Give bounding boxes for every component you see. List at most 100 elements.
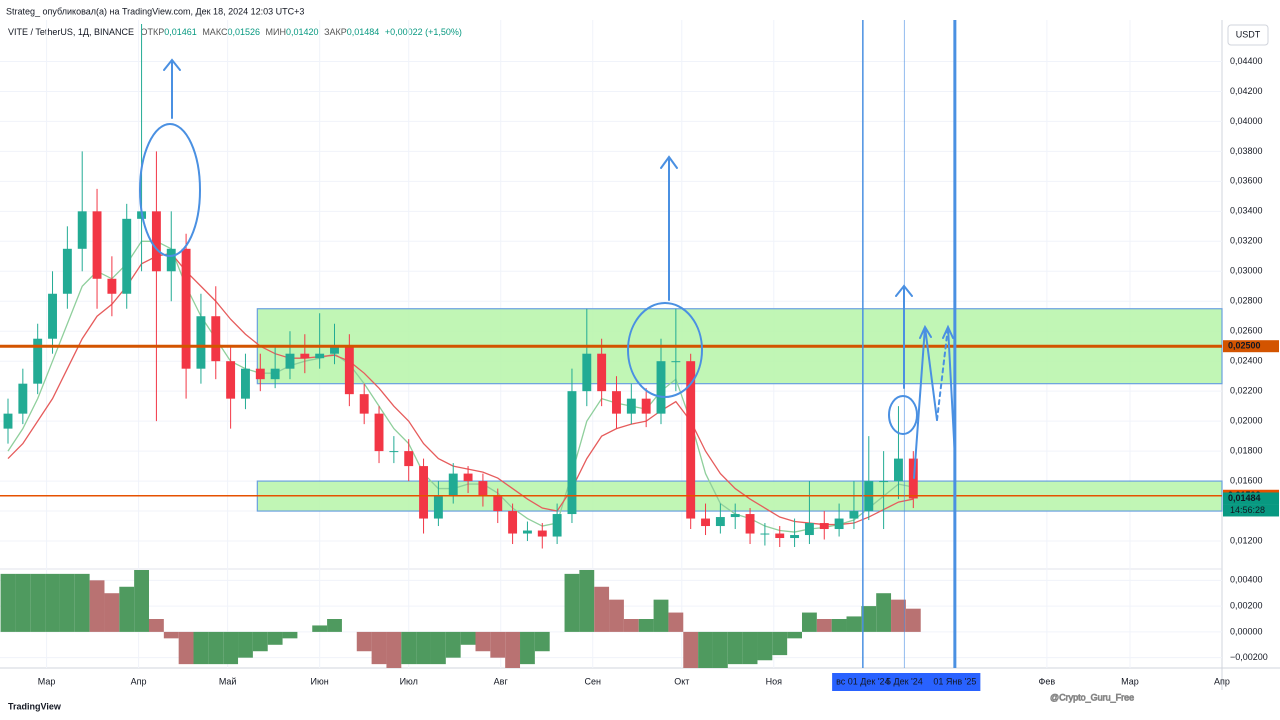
currency-button[interactable] xyxy=(1227,24,1269,46)
histogram-bar xyxy=(0,573,16,632)
candle-body xyxy=(359,394,369,414)
histogram-bar xyxy=(430,631,446,665)
x-tick-label: Окт xyxy=(674,676,689,686)
candle-body xyxy=(671,361,681,363)
candle-body xyxy=(626,398,636,414)
arrow-up xyxy=(660,155,678,301)
circle xyxy=(139,123,201,257)
publisher-line: Strateg_ опубликовал(а) на TradingView.c… xyxy=(6,6,304,16)
candle-body xyxy=(241,368,250,399)
candle-body xyxy=(478,481,488,497)
x-tick-label: Ноя xyxy=(766,676,783,686)
histogram-bar xyxy=(520,631,535,665)
candle-body xyxy=(775,533,785,539)
x-tick-label: Сен xyxy=(584,676,601,686)
histogram-bar xyxy=(15,573,31,632)
hand-drawings xyxy=(139,58,956,479)
candle-body xyxy=(641,398,651,414)
histogram-bar xyxy=(638,619,654,632)
histogram-bar xyxy=(45,573,60,632)
histogram-bar xyxy=(30,573,46,632)
candle-body xyxy=(315,353,325,359)
candle-body xyxy=(374,413,384,452)
y-tick-label: 0,01600 xyxy=(1230,475,1263,485)
histogram-bar xyxy=(564,573,580,632)
candle-body xyxy=(18,383,28,414)
marker-label: вс 01 Дек '24 xyxy=(836,676,889,686)
histogram-bar xyxy=(891,599,906,632)
candle-body xyxy=(879,481,889,483)
candle-body xyxy=(493,496,503,512)
y-tick-label: 0,04000 xyxy=(1230,116,1263,126)
arrow-up xyxy=(163,58,181,119)
candle-body xyxy=(433,496,443,519)
candle-body xyxy=(181,248,191,369)
candle-body xyxy=(894,458,903,482)
histogram-bar xyxy=(89,580,105,632)
histogram-bar xyxy=(757,631,773,661)
x-tick-label: Авг xyxy=(494,676,509,686)
histogram-bar xyxy=(698,631,713,668)
x-tick-label: Мар xyxy=(38,676,56,686)
histogram-bar xyxy=(905,608,921,632)
candle-body xyxy=(656,361,666,414)
histogram-bar xyxy=(534,631,550,652)
watermark: @Crypto_Guru_Free xyxy=(1050,692,1134,702)
candle-body xyxy=(270,368,280,380)
candle-body xyxy=(255,368,265,380)
histogram-bar xyxy=(445,631,461,658)
y-tick-label: 0,00000 xyxy=(1230,626,1263,636)
histogram-bar xyxy=(356,631,372,652)
candle-body xyxy=(196,316,206,369)
candle-body xyxy=(597,353,607,392)
candle-body xyxy=(3,413,13,429)
ohlc-value: 0,01461 xyxy=(164,27,197,37)
histogram-bar xyxy=(623,619,639,632)
y-tick-label: 0,04400 xyxy=(1230,56,1263,66)
y-tick-label: 0,03400 xyxy=(1230,206,1263,216)
histogram-bar xyxy=(148,619,164,632)
candle-body xyxy=(715,517,725,527)
candle-body xyxy=(330,346,339,354)
histogram-bar xyxy=(59,573,75,632)
candle-body xyxy=(166,248,176,272)
price-tag xyxy=(1223,340,1279,353)
change: +0,00022 (+1,50%) xyxy=(385,27,462,37)
arrow-up xyxy=(895,284,913,389)
x-tick-label: Фев xyxy=(1039,676,1056,686)
circle xyxy=(627,302,703,398)
countdown: 14:56:28 xyxy=(1230,505,1265,515)
candle-body xyxy=(730,514,740,518)
histogram-bar xyxy=(742,631,758,665)
countdown-box xyxy=(1223,504,1279,517)
symbol: VITE / TetherUS, 1Д, BINANCE xyxy=(8,27,134,37)
histogram-bar xyxy=(460,631,476,645)
histogram-bar xyxy=(653,599,669,632)
y-tick-label: 0,02400 xyxy=(1230,356,1263,366)
price-tag-label: 0,02500 xyxy=(1228,341,1261,351)
marker-label: 5 Дек '24 xyxy=(886,676,923,686)
candle-body xyxy=(107,278,117,294)
y-tick-label: 0,00400 xyxy=(1230,575,1263,585)
histogram-bar xyxy=(119,586,135,632)
histogram-bar xyxy=(787,631,802,639)
candle-body xyxy=(419,466,429,519)
plot-layer: Мар Апр Май Июн Июл Авг Сен Окт Ноя Фев Мар Апр 0,01… xyxy=(0,20,1280,691)
histogram-bar xyxy=(193,631,209,665)
histogram-bar xyxy=(267,631,283,645)
candle-body xyxy=(285,353,295,369)
candle-body xyxy=(92,211,102,279)
candle-body xyxy=(567,391,577,515)
histogram-bar xyxy=(252,631,268,652)
candle-body xyxy=(122,218,132,294)
x-tick-label: Апр xyxy=(131,676,147,686)
candle-body xyxy=(404,451,414,467)
x-tick-label: Июл xyxy=(400,676,418,686)
candle-body xyxy=(537,530,547,537)
candle-body xyxy=(834,518,844,530)
candle-body xyxy=(300,353,310,359)
histogram-bar xyxy=(772,631,788,656)
circle xyxy=(888,395,918,435)
candle-body xyxy=(849,511,859,519)
